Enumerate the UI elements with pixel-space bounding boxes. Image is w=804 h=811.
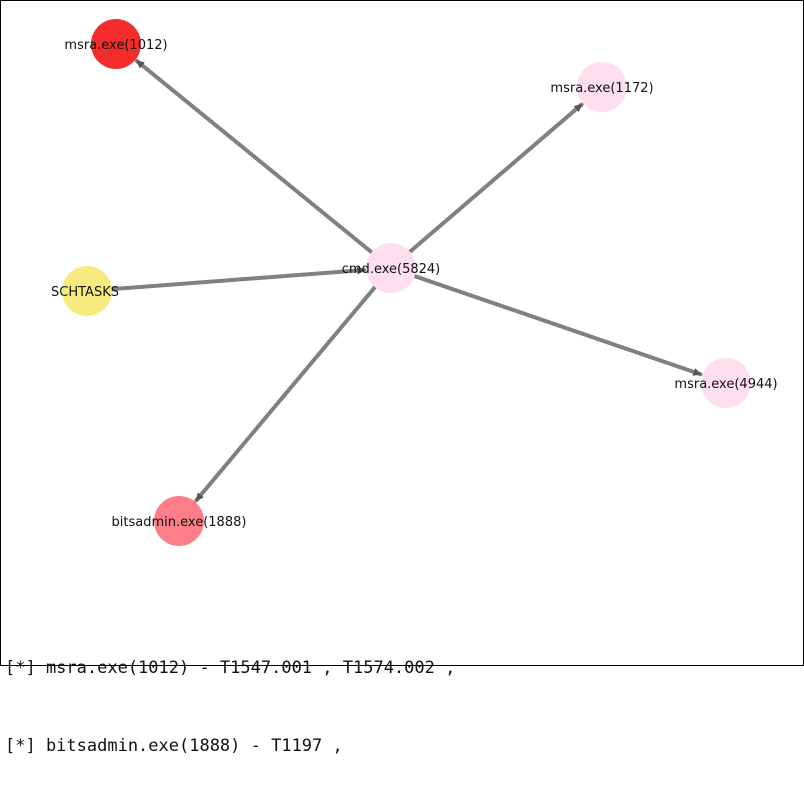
node-layer: cmd.exe(5824) msra.exe(1012) msra.exe(1172…	[51, 19, 778, 546]
edge-center-to-n1012	[134, 59, 390, 268]
edge-center-to-n1888	[194, 269, 391, 503]
graph-node[interactable]: cmd.exe(5824)	[342, 243, 440, 293]
edge-sch-to-center	[88, 266, 367, 293]
process-graph: cmd.exe(5824) msra.exe(1012) msra.exe(1172…	[51, 19, 778, 546]
node-label: bitsadmin.exe(1888)	[112, 515, 247, 530]
edge-center-to-n1172	[392, 102, 584, 268]
node-label: msra.exe(1012)	[64, 38, 167, 53]
graph-node[interactable]: msra.exe(1012)	[64, 19, 168, 69]
node-circle	[154, 496, 204, 546]
graph-node[interactable]: msra.exe(4944)	[674, 358, 778, 408]
graph-panel: cmd.exe(5824) msra.exe(1012) msra.exe(1172…	[0, 0, 804, 756]
edge-layer	[88, 59, 703, 503]
edge-center-to-n4944	[392, 267, 703, 377]
log-line: [*] msra.exe(1012) - T1547.001 , T1574.0…	[5, 658, 456, 678]
node-label: msra.exe(1172)	[550, 81, 653, 96]
graph-node[interactable]: bitsadmin.exe(1888)	[112, 496, 247, 546]
node-circle	[91, 19, 141, 69]
node-circle	[366, 243, 416, 293]
log-line: [*] bitsadmin.exe(1888) - T1197 ,	[5, 736, 343, 756]
graph-node[interactable]: SCHTASKS	[51, 266, 119, 316]
node-label: cmd.exe(5824)	[342, 262, 440, 277]
graph-node[interactable]: msra.exe(1172)	[550, 62, 654, 112]
node-label: msra.exe(4944)	[674, 377, 777, 392]
node-circle	[577, 62, 627, 112]
node-circle	[62, 266, 112, 316]
node-label: SCHTASKS	[51, 285, 119, 300]
node-circle	[701, 358, 751, 408]
technique-log: [*] msra.exe(1012) - T1547.001 , T1574.0…	[5, 603, 455, 811]
